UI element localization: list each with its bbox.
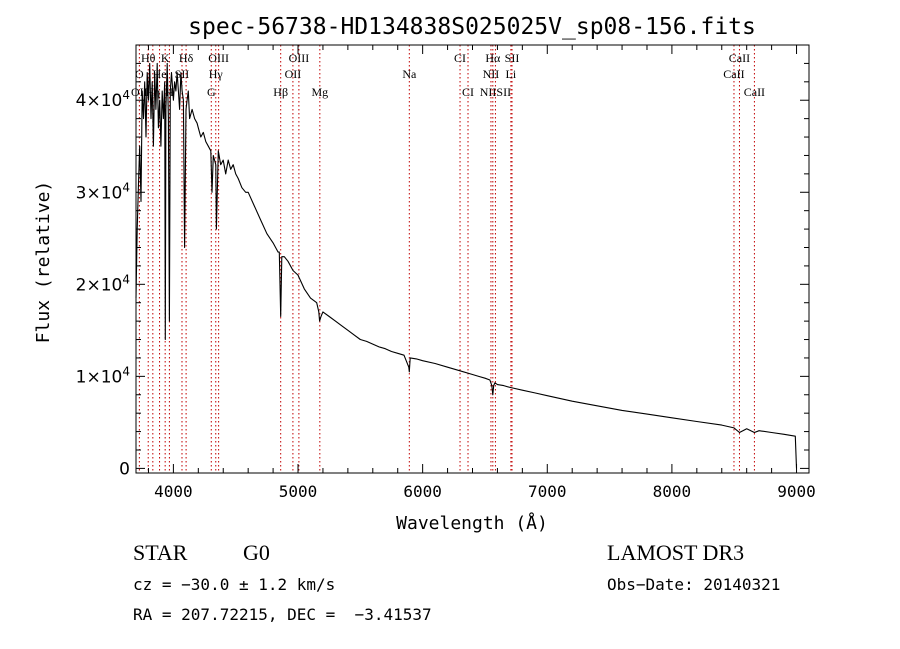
survey-name: LAMOST DR3 bbox=[607, 540, 744, 565]
plot-frame bbox=[135, 44, 810, 474]
line-label: Hγ bbox=[209, 67, 224, 81]
x-tick-label: 6000 bbox=[403, 482, 442, 501]
line-label: K bbox=[161, 51, 170, 65]
y-tick-label: 3×104 bbox=[76, 180, 130, 203]
sky-coordinates: RA = 207.72215, DEC = −3.41537 bbox=[133, 605, 432, 624]
line-label: Li bbox=[506, 67, 517, 81]
y-axis-label: Flux (relative) bbox=[33, 181, 54, 344]
x-tick-label: 4000 bbox=[154, 482, 193, 501]
spectral-subclass: G0 bbox=[243, 540, 270, 565]
line-label: CI bbox=[462, 85, 474, 99]
line-label: G bbox=[207, 85, 216, 99]
x-tick-label: 9000 bbox=[777, 482, 816, 501]
line-label: OII bbox=[131, 85, 148, 99]
line-label: Na bbox=[402, 67, 417, 81]
spectrum-series bbox=[135, 62, 798, 469]
emission-line-labels: Hθ K Hδ OIII OIII CI Hα SII CaII O He SII Hγ OII Na NII… bbox=[131, 51, 765, 99]
line-label: CaII bbox=[744, 85, 765, 99]
y-tick-label: 1×104 bbox=[76, 364, 130, 387]
line-label: NIISII bbox=[480, 85, 511, 99]
line-label: Hβ bbox=[273, 85, 288, 99]
x-tick-label: 7000 bbox=[528, 482, 567, 501]
line-label: CI bbox=[454, 51, 466, 65]
observation-date: Obs−Date: 20140321 bbox=[607, 575, 780, 594]
line-label: Hδ bbox=[179, 51, 194, 65]
x-axis-label: Wavelength (Å) bbox=[396, 512, 548, 534]
line-label: SII bbox=[175, 67, 190, 81]
x-tick-label: 8000 bbox=[653, 482, 692, 501]
y-tick-label: 0 bbox=[119, 459, 130, 479]
emission-line-markers bbox=[138, 45, 755, 473]
line-label: CaII bbox=[723, 67, 744, 81]
line-label: Hα bbox=[485, 51, 501, 65]
y-tick-label: 2×104 bbox=[76, 272, 130, 295]
line-label: OII bbox=[285, 67, 302, 81]
line-label: OIII bbox=[289, 51, 310, 65]
line-label: Mg bbox=[311, 85, 328, 99]
line-label: OIII bbox=[208, 51, 229, 65]
redshift-cz: cz = −30.0 ± 1.2 km/s bbox=[133, 575, 335, 594]
line-label: SII bbox=[505, 51, 520, 65]
line-label: O bbox=[135, 67, 144, 81]
y-axis-ticks: 0 1×104 2×104 3×104 4×104 bbox=[76, 62, 809, 479]
line-label: CaII bbox=[729, 51, 750, 65]
line-label: Hθ bbox=[141, 51, 156, 65]
line-label: He bbox=[153, 67, 167, 81]
line-label: H bbox=[165, 85, 174, 99]
y-tick-label: 4×104 bbox=[76, 88, 130, 111]
chart-title: spec-56738-HD134838S025025V_sp08-156.fit… bbox=[188, 14, 756, 40]
x-axis-ticks: 4000 5000 6000 7000 8000 9000 bbox=[147, 45, 816, 501]
x-tick-label: 5000 bbox=[279, 482, 318, 501]
object-type: STAR bbox=[133, 540, 188, 565]
line-label: NII bbox=[483, 67, 500, 81]
